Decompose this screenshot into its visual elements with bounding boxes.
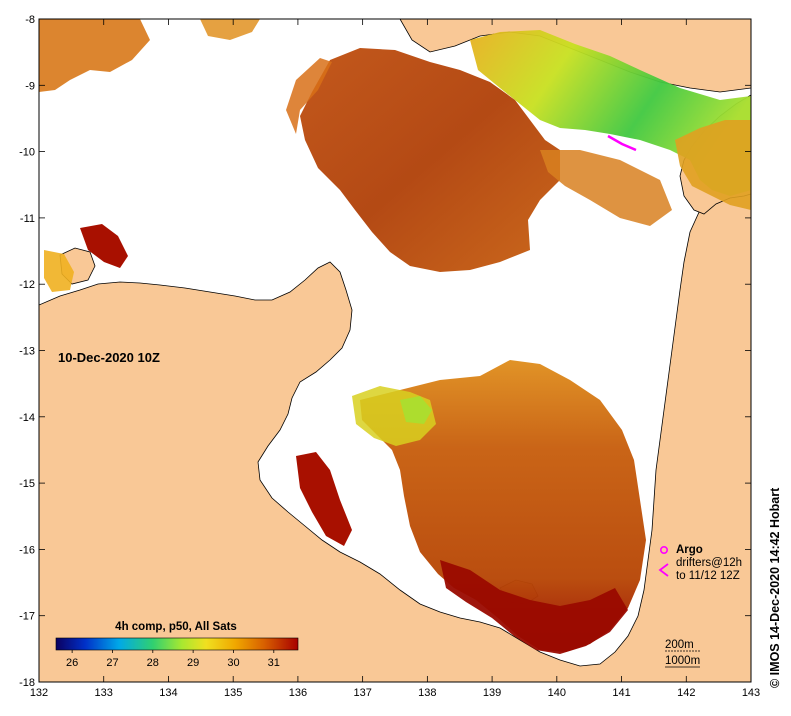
drifters-label: drifters@12h	[676, 557, 742, 569]
sst-patch-northwest	[39, 19, 150, 92]
lon-tick-label: 133	[95, 687, 113, 699]
land-northern-territory	[39, 183, 751, 682]
lat-tick-label: -18	[19, 677, 35, 689]
colorbar-tick-label: 27	[106, 657, 118, 669]
sst-patch-mid-east	[540, 150, 672, 226]
lat-tick-label: -9	[25, 80, 35, 92]
drifters-range: to 11/12 12Z	[676, 570, 740, 582]
lon-tick-label: 141	[612, 687, 630, 699]
sst-patch-east	[675, 120, 751, 210]
lon-tick-label: 139	[483, 687, 501, 699]
lat-tick-label: -10	[19, 147, 35, 159]
lon-tick-label: 136	[289, 687, 307, 699]
sst-patch-gulf	[360, 360, 646, 652]
lon-tick-label: 143	[742, 687, 760, 699]
sst-patch-gulf-south	[440, 560, 628, 654]
sst-patch-arafura-edge	[286, 58, 332, 134]
date-label: 10-Dec-2020 10Z	[58, 350, 160, 365]
credit-label: © IMOS 14-Dec-2020 14:42 Hobart	[768, 487, 782, 688]
lat-tick-label: -15	[19, 478, 35, 490]
lat-tick-label: -17	[19, 611, 35, 623]
lat-tick-label: -14	[19, 412, 35, 424]
argo-label: Argo	[676, 544, 703, 556]
drifter-track	[607, 134, 637, 152]
lon-axis: 132 133 134 135 136 137 138 139 140 141 142 143	[30, 19, 760, 699]
lon-tick-label: 140	[548, 687, 566, 699]
colorbar-tick-label: 29	[187, 657, 199, 669]
sst-patch-gulf-green	[400, 396, 432, 424]
lon-tick-label: 135	[224, 687, 242, 699]
lat-tick-label: -13	[19, 346, 35, 358]
drifter-arrow-icon	[658, 563, 669, 577]
colorbar-title: 4h comp, p50, All Sats	[115, 621, 237, 633]
argo-marker-icon	[659, 545, 668, 554]
colorbar-tick-label: 30	[227, 657, 239, 669]
lat-axis: -8 -9 -10 -11 -12 -13 -14 -15 -16 -17 -18	[19, 14, 751, 689]
lon-tick-label: 134	[159, 687, 177, 699]
lon-tick-label: 137	[353, 687, 371, 699]
colorbar-tick-label: 28	[147, 657, 159, 669]
colorbar-ticks: 26 27 28 29 30 31	[66, 650, 280, 669]
sst-patch-west-coast	[80, 224, 128, 268]
depth-200-label: 200m	[665, 639, 694, 651]
sst-patch-gulf-west	[296, 452, 352, 546]
sst-patch-west-yellow	[44, 250, 74, 292]
lon-tick-label: 142	[677, 687, 695, 699]
lon-tick-label: 138	[418, 687, 436, 699]
sst-patch-arafura	[300, 48, 560, 272]
lat-tick-label: -11	[20, 213, 35, 225]
lat-tick-label: -16	[19, 544, 35, 556]
colorbar-tick-label: 31	[268, 657, 280, 669]
lat-tick-label: -8	[25, 14, 35, 26]
colorbar-tick-label: 26	[66, 657, 78, 669]
sst-patch-northwest-2	[200, 19, 260, 40]
lat-tick-label: -12	[19, 279, 35, 291]
colorbar	[55, 637, 299, 651]
lon-tick-label: 132	[30, 687, 48, 699]
depth-1000-label: 1000m	[665, 655, 700, 667]
